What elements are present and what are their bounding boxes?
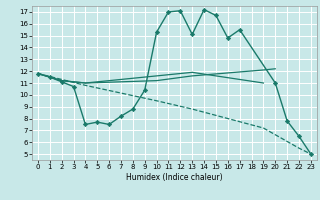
X-axis label: Humidex (Indice chaleur): Humidex (Indice chaleur) [126, 173, 223, 182]
